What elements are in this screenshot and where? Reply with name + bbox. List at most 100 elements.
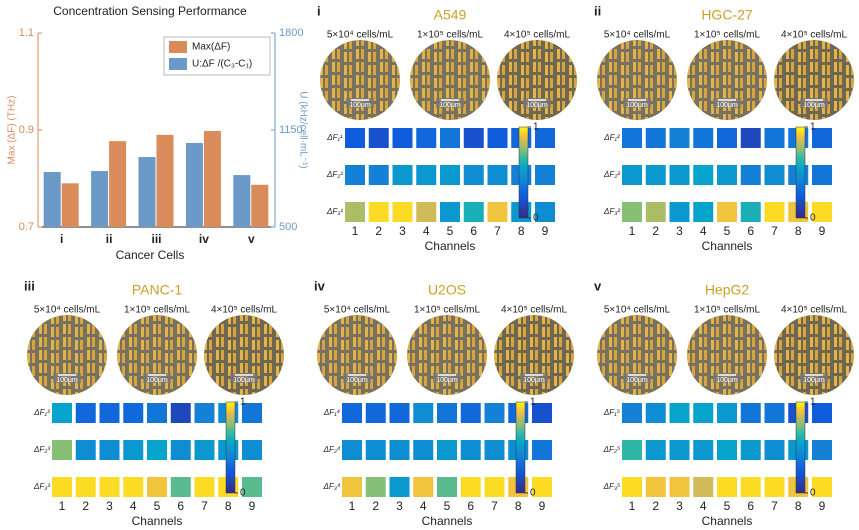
resonator xyxy=(494,327,497,337)
scale-bg xyxy=(623,98,651,108)
resonator xyxy=(240,363,243,373)
resonator xyxy=(815,337,818,347)
resonator xyxy=(621,353,624,363)
resonator xyxy=(117,315,120,324)
bar xyxy=(185,142,203,227)
resonator xyxy=(494,379,497,389)
resonator xyxy=(518,353,521,363)
resonator xyxy=(779,117,782,120)
resonator xyxy=(822,40,825,49)
scale-label: 100μm xyxy=(346,377,368,384)
resonator xyxy=(511,376,514,386)
resonator xyxy=(650,117,653,120)
resonator xyxy=(609,88,612,98)
resonator xyxy=(764,366,767,376)
resonator xyxy=(194,353,197,363)
resonator xyxy=(56,340,59,350)
heat-cell xyxy=(693,477,714,497)
resonator xyxy=(657,88,660,98)
resonator xyxy=(669,104,672,114)
resonator xyxy=(134,337,137,347)
resonator xyxy=(344,78,347,88)
resonator xyxy=(458,78,461,88)
resonator xyxy=(434,40,437,49)
resonator xyxy=(349,52,352,62)
resonator xyxy=(245,389,248,395)
resonator xyxy=(550,78,553,88)
resonator xyxy=(815,315,818,321)
resonator xyxy=(662,75,665,85)
resonator xyxy=(791,324,794,334)
resonator xyxy=(27,379,30,389)
heat-cell xyxy=(194,440,215,460)
resonator xyxy=(526,78,529,88)
resonator xyxy=(614,62,617,72)
resonator xyxy=(518,340,521,350)
resonator xyxy=(463,78,466,88)
resonator xyxy=(815,88,818,98)
resonator xyxy=(182,363,185,373)
resonator xyxy=(75,366,78,376)
heat-cell xyxy=(764,202,785,222)
resonator xyxy=(514,114,517,120)
resonator xyxy=(394,366,397,376)
resonator xyxy=(320,78,323,88)
resonator xyxy=(518,315,521,324)
condition-label: 5×10⁴ cells/mL xyxy=(324,305,391,316)
colorbar xyxy=(795,126,806,219)
resonator xyxy=(692,78,695,88)
resonator xyxy=(377,324,380,334)
resonator xyxy=(752,88,755,98)
resonator xyxy=(209,392,212,395)
resonator xyxy=(530,363,533,373)
resonator xyxy=(550,65,553,75)
resonator xyxy=(602,117,605,120)
resonator xyxy=(389,327,392,337)
resonator xyxy=(735,353,738,363)
resonator xyxy=(51,315,54,324)
resonator xyxy=(834,88,837,98)
resonator xyxy=(803,392,806,395)
resonator xyxy=(810,389,813,395)
resonator xyxy=(597,104,600,114)
resonator xyxy=(626,392,629,395)
x-tick-label: 6 xyxy=(747,224,754,238)
resonator xyxy=(803,353,806,363)
scale-label: 100μm xyxy=(626,102,648,109)
resonator xyxy=(397,91,400,101)
resonator xyxy=(252,379,255,389)
resonator xyxy=(221,324,224,334)
resonator xyxy=(337,75,340,85)
resonator xyxy=(51,327,54,337)
resonator xyxy=(779,366,782,376)
resonator xyxy=(798,65,801,75)
resonator xyxy=(358,337,361,347)
resonator xyxy=(759,379,762,389)
micrograph: 100μm xyxy=(774,315,854,395)
resonator xyxy=(446,49,449,59)
resonator xyxy=(764,104,767,114)
heat-cell xyxy=(147,403,167,423)
resonator xyxy=(141,353,144,363)
resonator xyxy=(511,350,514,360)
resonator xyxy=(747,49,750,59)
x-tick-label: 8 xyxy=(515,499,522,513)
x-tick-label: 6 xyxy=(747,499,754,513)
resonator xyxy=(189,392,192,395)
x-tick-label: 7 xyxy=(771,499,778,513)
resonator xyxy=(410,104,413,114)
resonator xyxy=(506,350,509,360)
scale-label: 100μm xyxy=(436,377,458,384)
resonator xyxy=(699,114,702,120)
resonator xyxy=(798,40,801,49)
x-tick-label: 8 xyxy=(795,224,802,238)
resonator xyxy=(759,366,762,376)
resonator xyxy=(764,40,767,49)
resonator xyxy=(554,337,557,347)
heat-cell xyxy=(645,165,666,185)
resonator xyxy=(621,52,624,62)
resonator xyxy=(657,49,660,59)
scale-label: 100μm xyxy=(56,377,78,384)
